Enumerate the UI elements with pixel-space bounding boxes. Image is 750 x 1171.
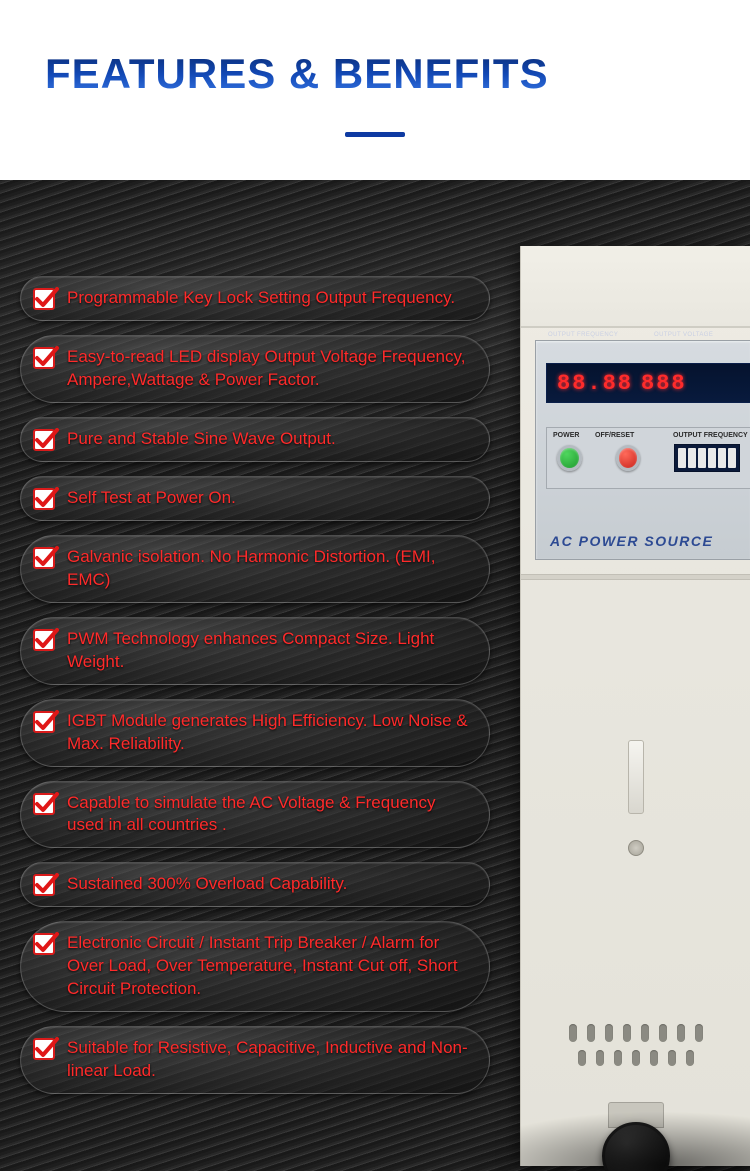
feature-text: Programmable Key Lock Setting Output Fre… [67,287,455,310]
check-icon [33,711,55,733]
feature-text: Galvanic isolation. No Harmonic Distorti… [67,546,471,592]
feature-item: Suitable for Resistive, Capacitive, Indu… [20,1026,490,1094]
feature-item: Programmable Key Lock Setting Output Fre… [20,276,490,321]
feature-item: Pure and Stable Sine Wave Output. [20,417,490,462]
led-label-frequency: OUTPUT FREQUENCY [548,332,618,338]
door-latch[interactable] [628,740,644,814]
feature-item: Self Test at Power On. [20,476,490,521]
power-label: POWER [553,432,579,439]
feature-text: PWM Technology enhances Compact Size. Li… [67,628,471,674]
main-panel: Programmable Key Lock Setting Output Fre… [0,180,750,1171]
feature-text: Pure and Stable Sine Wave Output. [67,428,336,451]
header: FEATURES & BENEFITS [0,0,750,180]
feature-text: Capable to simulate the AC Voltage & Fre… [67,792,471,838]
feature-item: Galvanic isolation. No Harmonic Distorti… [20,535,490,603]
feature-item: Easy-to-read LED display Output Voltage … [20,335,490,403]
control-row: POWER OFF/RESET OUTPUT FREQUENCY [546,427,750,489]
check-icon [33,429,55,451]
feature-text: Easy-to-read LED display Output Voltage … [67,346,471,392]
feature-item: Electronic Circuit / Instant Trip Breake… [20,921,490,1012]
check-icon [33,288,55,310]
check-icon [33,629,55,651]
floor-shadow [450,1111,750,1171]
led-value-voltage: 888 [641,371,687,396]
led-label-voltage: OUTPUT VOLTAGE [654,332,713,338]
cabinet-body [521,580,750,1120]
vent-grille [551,1024,721,1080]
feature-item: IGBT Module generates High Efficiency. L… [20,699,490,767]
feature-item: Capable to simulate the AC Voltage & Fre… [20,781,490,849]
check-icon [33,793,55,815]
feature-text: Suitable for Resistive, Capacitive, Indu… [67,1037,471,1083]
led-value-frequency: 88.88 [557,371,633,396]
feature-text: Electronic Circuit / Instant Trip Breake… [67,932,471,1001]
power-on-button[interactable] [557,445,582,471]
dip-switches[interactable] [674,444,740,472]
feature-item: Sustained 300% Overload Capability. [20,862,490,907]
power-off-button[interactable] [616,445,641,471]
feature-list: Programmable Key Lock Setting Output Fre… [20,276,490,1094]
equipment-cabinet: OUTPUT FREQUENCY OUTPUT VOLTAGE 88.88 88… [520,246,750,1166]
check-icon [33,933,55,955]
check-icon [33,347,55,369]
title-underline [345,132,405,137]
feature-text: IGBT Module generates High Efficiency. L… [67,710,471,756]
equipment-top [521,246,750,328]
check-icon [33,1038,55,1060]
feature-text: Self Test at Power On. [67,487,236,510]
check-icon [33,547,55,569]
feature-text: Sustained 300% Overload Capability. [67,873,347,896]
page-title: FEATURES & BENEFITS [45,50,705,98]
led-display: 88.88 888 [546,363,750,403]
output-freq-label: OUTPUT FREQUENCY [673,432,748,439]
feature-item: PWM Technology enhances Compact Size. Li… [20,617,490,685]
keyhole[interactable] [628,840,644,856]
check-icon [33,488,55,510]
control-panel: OUTPUT FREQUENCY OUTPUT VOLTAGE 88.88 88… [535,340,750,560]
check-icon [33,874,55,896]
brand-label: AC POWER SOURCE [550,533,750,549]
off-reset-label: OFF/RESET [595,432,634,439]
